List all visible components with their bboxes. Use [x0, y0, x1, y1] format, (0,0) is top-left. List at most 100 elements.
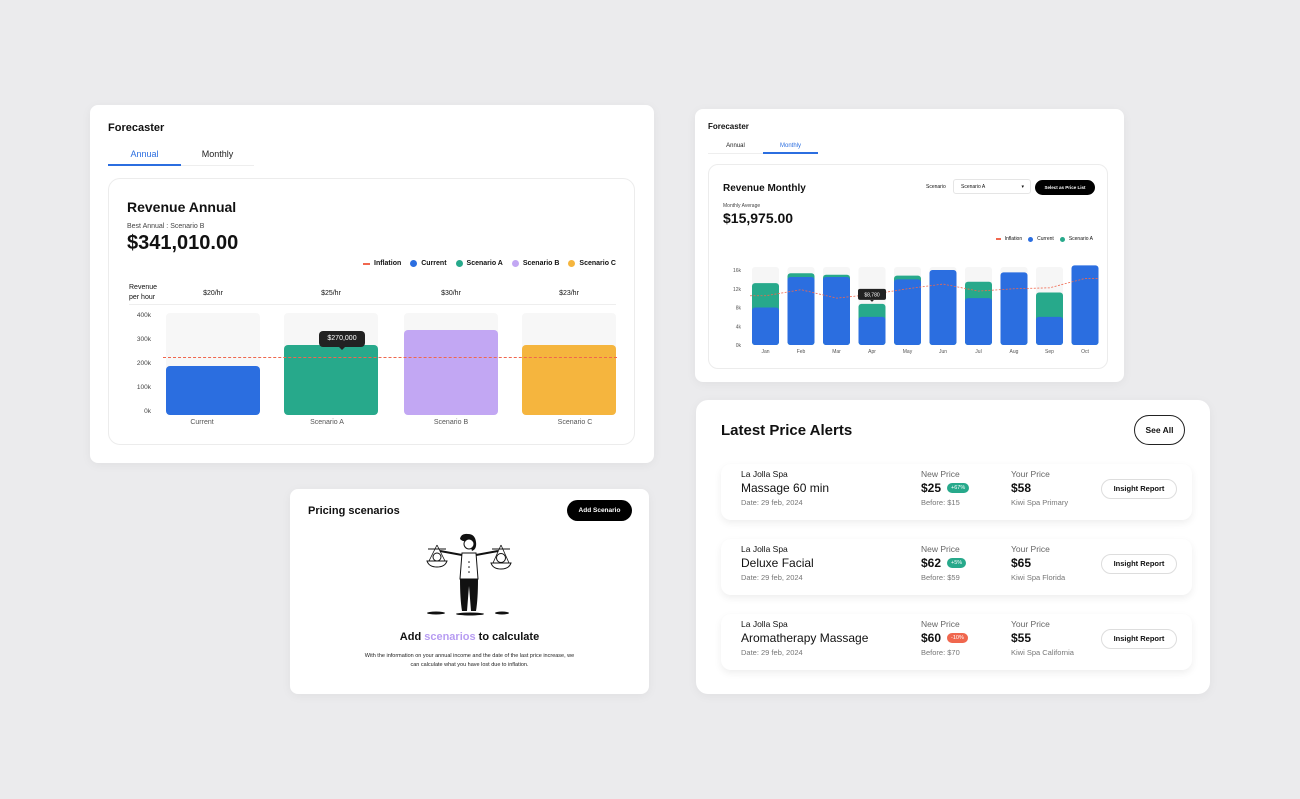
bar-scenario-c[interactable]	[522, 344, 616, 415]
inflation-line	[750, 278, 1099, 299]
select-as-price-list-button[interactable]: Select as Price List	[1035, 180, 1095, 195]
new-price-label: New Price	[921, 469, 960, 479]
x-label: Feb	[797, 349, 806, 355]
bar-scenario-a[interactable]	[284, 344, 378, 415]
new-price-value: $25	[921, 481, 942, 495]
revenue-monthly-panel: Revenue Monthly Monthly Average $15,975.…	[708, 164, 1108, 369]
revenue-annual-panel: Revenue Annual Best Annual : Scenario B …	[108, 178, 635, 445]
add-scenario-button[interactable]: Add Scenario	[567, 500, 632, 521]
rate-current: $20/hr	[203, 290, 223, 297]
chart-title: Revenue Annual	[127, 199, 237, 215]
legend-swatch	[1028, 236, 1034, 242]
new-price-value: $62	[921, 556, 942, 570]
scenario-select[interactable]: Scenario A ▾	[953, 179, 1031, 194]
new-price-value: $60	[921, 631, 942, 645]
your-price-label: Your Price	[1011, 469, 1050, 479]
legend-swatch	[1059, 236, 1065, 242]
legend-item-inflation: Inflation	[995, 236, 1023, 242]
revenue-per-hour-label: Revenue per hour	[129, 284, 158, 301]
alert-spa-name: La Jolla Spa	[741, 619, 788, 629]
see-all-button[interactable]: See All	[1134, 415, 1185, 445]
bar-current	[929, 270, 957, 345]
add-scenarios-heading: Add scenarios to calculate	[290, 631, 649, 643]
x-label: Mar	[832, 349, 841, 355]
your-price-label: Your Price	[1011, 619, 1050, 629]
competitor-name: Kiwi Spa California	[1011, 648, 1074, 657]
add-scenarios-description: With the information on your annual inco…	[364, 653, 575, 668]
x-label: May	[903, 349, 913, 355]
heading-highlight: scenarios	[424, 631, 476, 643]
alert-row: La Jolla Spa Massage 60 min Date: 29 feb…	[721, 464, 1192, 520]
alert-service: Aromatherapy Massage	[741, 631, 869, 645]
x-label: Scenario A	[310, 419, 344, 426]
new-price-label: New Price	[921, 544, 960, 554]
monthly-bar-chart: 16k 12k 8k 4k 0k Jan Feb Mar Apr May Jun Jul Aug Sep O…	[733, 265, 1099, 355]
annual-forecaster-card: Forecaster Annual Monthly Revenue Annual…	[90, 105, 654, 463]
legend-item-inflation: Inflation	[363, 260, 401, 267]
legend-label: Inflation	[374, 260, 402, 267]
legend-label: Scenario C	[579, 260, 616, 267]
insight-report-button[interactable]: Insight Report	[1101, 554, 1177, 574]
legend-label: Scenario A	[1068, 236, 1093, 242]
alert-spa-name: La Jolla Spa	[741, 544, 788, 554]
legend-label: Inflation	[1004, 236, 1023, 242]
card-title: Forecaster	[108, 122, 165, 134]
rate-scenario-c: $23/hr	[559, 290, 579, 297]
monthly-average-label: Monthly Average	[723, 203, 761, 209]
pricing-scenarios-card: Pricing scenarios Add Scenario Add scena…	[290, 489, 649, 694]
your-price-value: $58	[1011, 481, 1032, 495]
alert-date: Date: 29 feb, 2024	[741, 498, 803, 507]
y-tick: 4k	[736, 324, 742, 330]
bar-current[interactable]	[166, 366, 260, 415]
legend-swatch	[568, 260, 576, 267]
x-label: Apr	[868, 349, 876, 355]
scales-person-illustration	[426, 533, 512, 616]
change-badge: +5%	[947, 558, 967, 568]
chart-legend: Inflation Current Scenario A Scenario B …	[363, 260, 616, 267]
heading-prefix: Add	[399, 631, 422, 643]
bar-current	[1071, 265, 1099, 345]
y-tick: 300k	[136, 336, 151, 343]
y-tick: 0k	[144, 408, 151, 415]
tab-monthly[interactable]: Monthly	[763, 143, 818, 154]
change-badge: +67%	[947, 483, 970, 493]
period-tabs: Annual Monthly	[708, 143, 818, 154]
your-price-value: $65	[1011, 556, 1032, 570]
legend-swatch	[995, 238, 1001, 240]
change-badge: -10%	[947, 633, 968, 643]
y-tick: 12k	[733, 287, 742, 293]
monthly-average-value: $15,975.00	[723, 210, 794, 226]
legend-item-scenario-b: Scenario B	[511, 260, 559, 267]
bar-tooltip: $270,000	[319, 331, 365, 350]
x-label: Scenario B	[433, 419, 469, 426]
insight-report-button[interactable]: Insight Report	[1101, 479, 1177, 499]
alert-row: La Jolla Spa Aromatherapy Massage Date: …	[721, 614, 1192, 670]
x-label: Sep	[1045, 349, 1054, 355]
y-tick: 8k	[736, 306, 742, 312]
bar-scenario-b[interactable]	[404, 330, 498, 415]
bar-current	[858, 316, 886, 345]
alert-service: Deluxe Facial	[741, 556, 814, 570]
tab-monthly[interactable]: Monthly	[201, 149, 234, 159]
tab-annual[interactable]: Annual	[108, 149, 181, 166]
x-label: Scenario C	[557, 419, 593, 426]
legend-swatch	[410, 260, 418, 267]
inflation-line	[163, 356, 617, 358]
legend-label: Scenario A	[466, 260, 503, 267]
alert-spa-name: La Jolla Spa	[741, 469, 788, 479]
tooltip-text: $8,780	[864, 292, 880, 298]
card-title: Latest Price Alerts	[721, 422, 853, 439]
chevron-down-icon: ▾	[1021, 184, 1024, 190]
bar-current	[823, 277, 850, 345]
tab-annual[interactable]: Annual	[726, 143, 745, 149]
legend-label: Current	[1037, 236, 1054, 242]
bar-tooltip	[858, 288, 886, 300]
scenario-select-value: Scenario A	[961, 184, 986, 190]
insight-report-button[interactable]: Insight Report	[1101, 629, 1177, 649]
heading-suffix: to calculate	[478, 631, 540, 643]
period-tabs: Annual Monthly	[108, 149, 254, 166]
y-tick: 100k	[136, 384, 151, 391]
legend-item-scenario-a: Scenario A	[1059, 236, 1093, 242]
legend-swatch	[455, 260, 463, 267]
x-label: Jan	[761, 349, 769, 355]
